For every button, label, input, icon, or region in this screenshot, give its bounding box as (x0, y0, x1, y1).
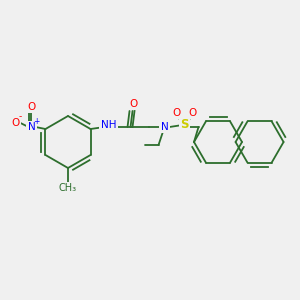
Text: N: N (28, 122, 35, 132)
Text: O: O (172, 108, 181, 118)
Text: S: S (180, 118, 189, 131)
Text: O: O (188, 108, 196, 118)
Text: O: O (11, 118, 20, 128)
Text: CH₃: CH₃ (59, 183, 77, 193)
Text: -: - (19, 112, 22, 122)
Text: O: O (129, 99, 138, 109)
Text: NH: NH (101, 120, 116, 130)
Text: N: N (160, 122, 168, 132)
Text: O: O (27, 102, 36, 112)
Text: +: + (33, 118, 40, 127)
